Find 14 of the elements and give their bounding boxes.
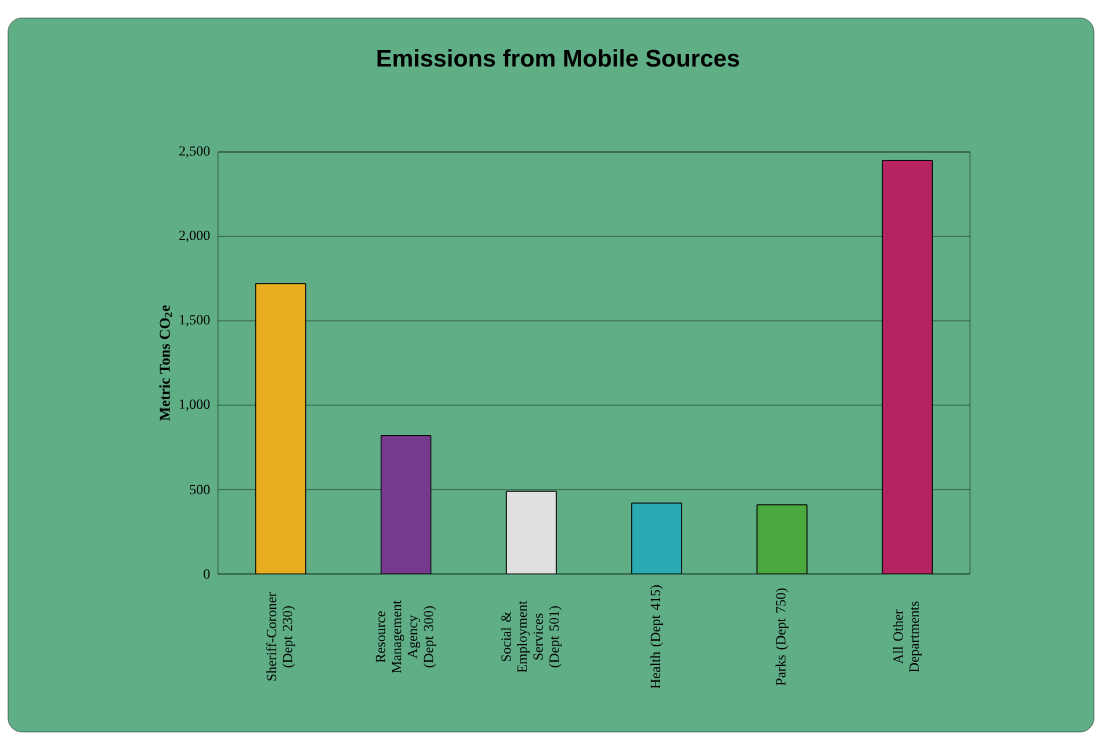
- y-tick-label: 1,000: [179, 399, 210, 411]
- x-tick-label: Parks (Dept 750): [775, 588, 789, 686]
- x-tick-label: All Other Departments: [892, 601, 922, 673]
- x-tick-label: Health (Dept 415): [650, 585, 664, 689]
- chart-title: Emissions from Mobile Sources: [377, 49, 740, 67]
- y-tick-label: 0: [203, 569, 210, 579]
- y-tick-label: 1,500: [179, 315, 210, 327]
- x-tick-label: Resource Management Agency (Dept 300): [375, 600, 437, 673]
- x-tick-label: Sheriff-Coroner (Dept 230): [266, 592, 296, 681]
- y-axis-title: Metric Tons CO$_{2}$e: [159, 305, 172, 421]
- y-tick-label: 500: [190, 484, 210, 495]
- y-tick-label: 2,500: [179, 146, 210, 158]
- x-tick-label: Social & Employment Services (Dept 501): [500, 600, 562, 673]
- y-tick-label: 2,000: [179, 230, 210, 243]
